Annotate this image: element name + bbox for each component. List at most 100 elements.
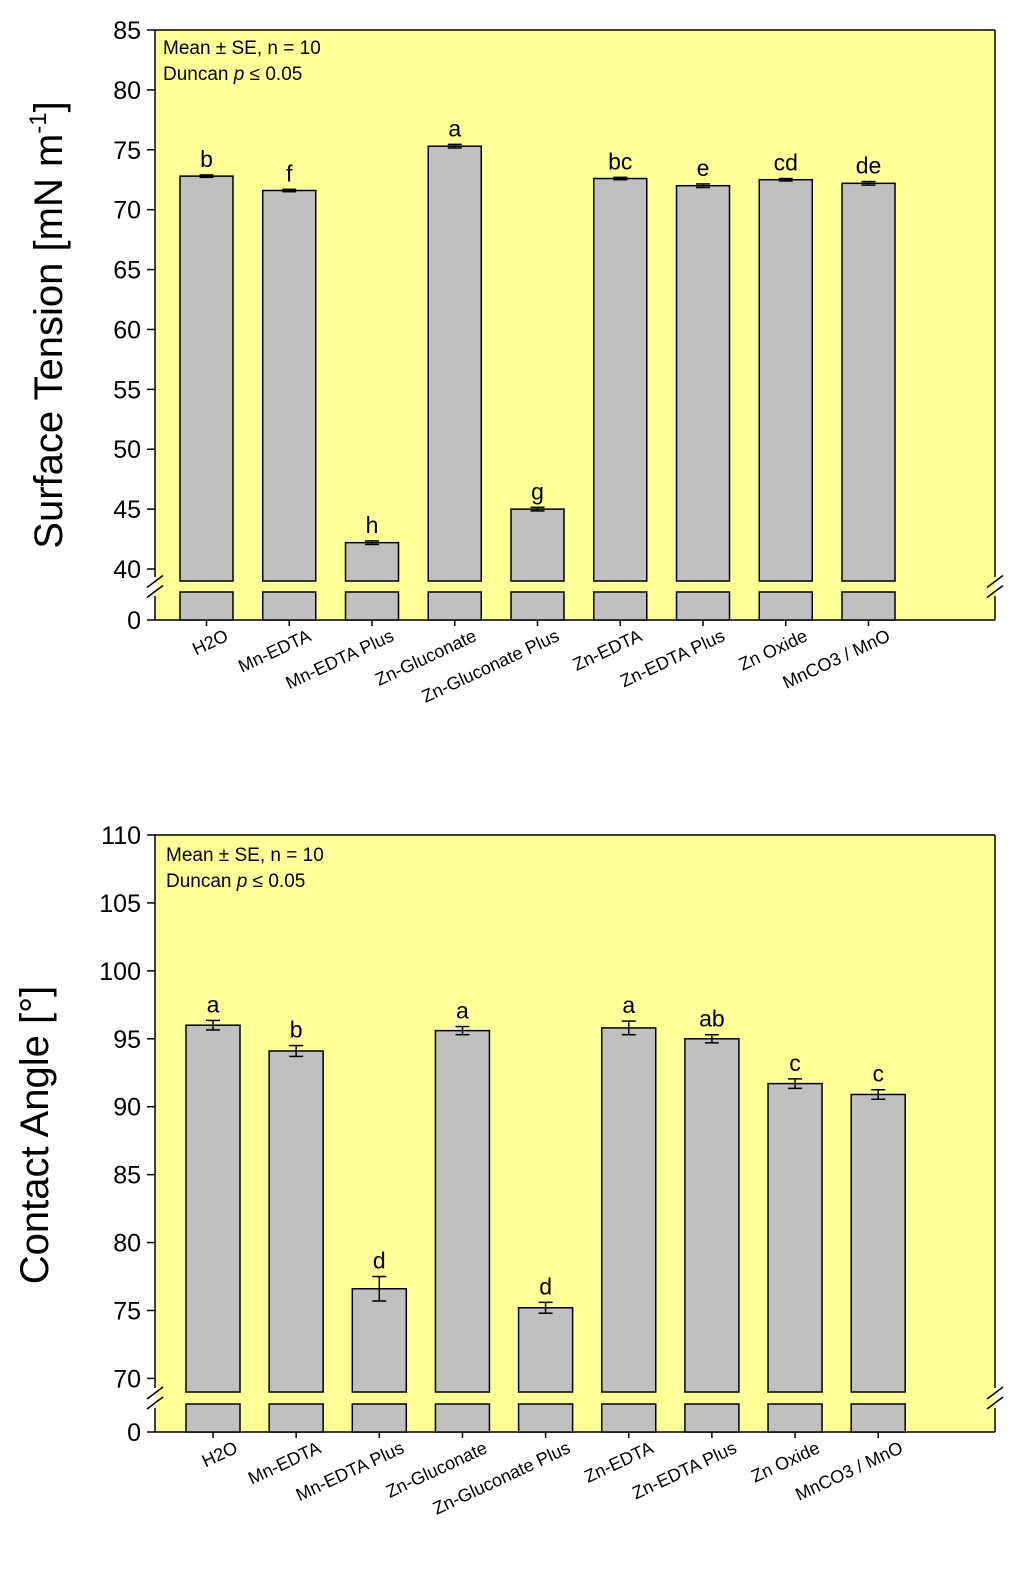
y-tick-label: 95: [113, 1026, 141, 1054]
bar-base-stub: [684, 1403, 740, 1433]
significance-label: c: [789, 1050, 801, 1076]
significance-label: a: [622, 992, 635, 1018]
stats-note-prefix: Duncan: [166, 871, 237, 892]
axis-break-mark: [986, 1386, 1004, 1400]
x-tick-label: Zn-Gluconate Plus: [419, 625, 563, 706]
y-axis-label: Contact Angle [°]: [13, 986, 57, 1284]
stats-note-prefix: Duncan: [163, 64, 234, 85]
significance-label: f: [286, 160, 293, 186]
bar-base-stub: [434, 1403, 491, 1433]
y-tick-label: 110: [101, 822, 141, 850]
y-axis-label-suffix: ]: [27, 101, 71, 112]
axis-break-mark: [986, 574, 1004, 589]
bar-base-stub: [517, 1403, 574, 1433]
bar: [434, 1029, 491, 1393]
y-tick-label-zero: 0: [127, 1419, 141, 1447]
stats-note-line2: Duncan p ≤ 0.05: [166, 871, 305, 892]
bar-base-stub: [850, 1403, 906, 1433]
y-tick-label-zero: 0: [127, 607, 141, 635]
bar: [684, 1038, 740, 1393]
y-tick-label: 75: [113, 1297, 141, 1325]
stats-note-p: p: [236, 871, 248, 892]
y-tick-label: 45: [113, 496, 141, 524]
significance-label: e: [697, 155, 710, 181]
significance-label: h: [366, 512, 379, 538]
bar-base-stub: [427, 591, 482, 621]
significance-label: a: [456, 998, 469, 1024]
y-tick-label: 80: [113, 77, 141, 105]
y-tick-label: 80: [113, 1230, 141, 1258]
bar: [841, 182, 896, 582]
bar: [262, 189, 317, 582]
stats-note-p: p: [233, 64, 245, 85]
bar: [268, 1050, 324, 1393]
bar-base-stub: [351, 1403, 408, 1433]
bar: [344, 541, 400, 582]
y-tick-label: 50: [113, 436, 141, 464]
significance-label: ab: [699, 1006, 725, 1032]
significance-label: de: [856, 153, 882, 179]
significance-label: b: [200, 146, 213, 172]
stats-note-suffix: ≤ 0.05: [247, 871, 305, 892]
surface-tension-chart: 404550556065707580850bH2OfMn-EDTAhMn-EDT…: [25, 17, 1004, 707]
y-axis-label-text: Surface Tension [mN m: [27, 134, 71, 549]
significance-label: g: [531, 478, 544, 504]
axis-break-mark: [986, 1396, 1004, 1410]
bar: [767, 1082, 823, 1393]
bar: [510, 508, 565, 582]
bar-base-stub: [268, 1403, 324, 1433]
bar: [675, 184, 731, 582]
bar: [593, 177, 648, 582]
bar-base-stub: [344, 591, 400, 621]
y-tick-label: 55: [113, 376, 141, 404]
y-tick-label: 65: [113, 257, 141, 285]
contact-angle-chart: 7075808590951001051100aH2ObMn-EDTAdMn-ED…: [13, 822, 1004, 1519]
significance-label: d: [539, 1273, 552, 1299]
significance-label: c: [872, 1061, 884, 1087]
y-tick-label: 100: [99, 958, 141, 986]
stats-note-line2: Duncan p ≤ 0.05: [163, 64, 302, 85]
y-tick-label: 40: [113, 556, 141, 584]
stats-note-line1: Mean ± SE, n = 10: [163, 38, 321, 59]
bar-base-stub: [601, 1403, 657, 1433]
bar-base-stub: [675, 591, 731, 621]
stats-note-suffix: ≤ 0.05: [244, 64, 302, 85]
y-tick-label: 60: [113, 316, 141, 344]
significance-label: b: [290, 1017, 303, 1043]
x-tick-label: H2O: [189, 625, 231, 659]
x-tick-label: H2O: [199, 1437, 241, 1471]
bar-base-stub: [593, 591, 648, 621]
y-tick-label: 85: [113, 1162, 141, 1190]
y-axis-label-superscript: -1: [25, 112, 52, 133]
significance-label: a: [207, 991, 220, 1017]
y-tick-label: 90: [113, 1094, 141, 1122]
bar: [351, 1288, 408, 1393]
y-axis-label: Surface Tension [mN m-1]: [25, 101, 71, 548]
y-tick-label: 105: [99, 890, 141, 918]
significance-label: bc: [608, 148, 632, 174]
axis-break-mark: [986, 584, 1004, 599]
bar: [427, 145, 482, 582]
bar: [850, 1093, 906, 1393]
bar-base-stub: [767, 1403, 823, 1433]
bar-base-stub: [510, 591, 565, 621]
bar-base-stub: [185, 1403, 241, 1433]
bar-base-stub: [758, 591, 813, 621]
axis-break-mark: [146, 584, 164, 599]
significance-label: cd: [774, 150, 798, 176]
significance-label: d: [373, 1248, 386, 1274]
bar-base-stub: [262, 591, 317, 621]
bar: [185, 1024, 241, 1393]
stats-note-line1: Mean ± SE, n = 10: [166, 845, 324, 866]
y-axis-label-text: Contact Angle [°]: [13, 986, 57, 1284]
y-tick-label: 70: [113, 197, 141, 225]
bar: [517, 1307, 574, 1393]
bar-base-stub: [179, 591, 234, 621]
y-tick-label: 85: [113, 17, 141, 45]
x-tick-label: Zn-Gluconate Plus: [430, 1437, 574, 1518]
axis-break-mark: [146, 1386, 164, 1400]
bar-base-stub: [841, 591, 896, 621]
significance-label: a: [448, 115, 461, 141]
axis-break-mark: [146, 574, 164, 589]
